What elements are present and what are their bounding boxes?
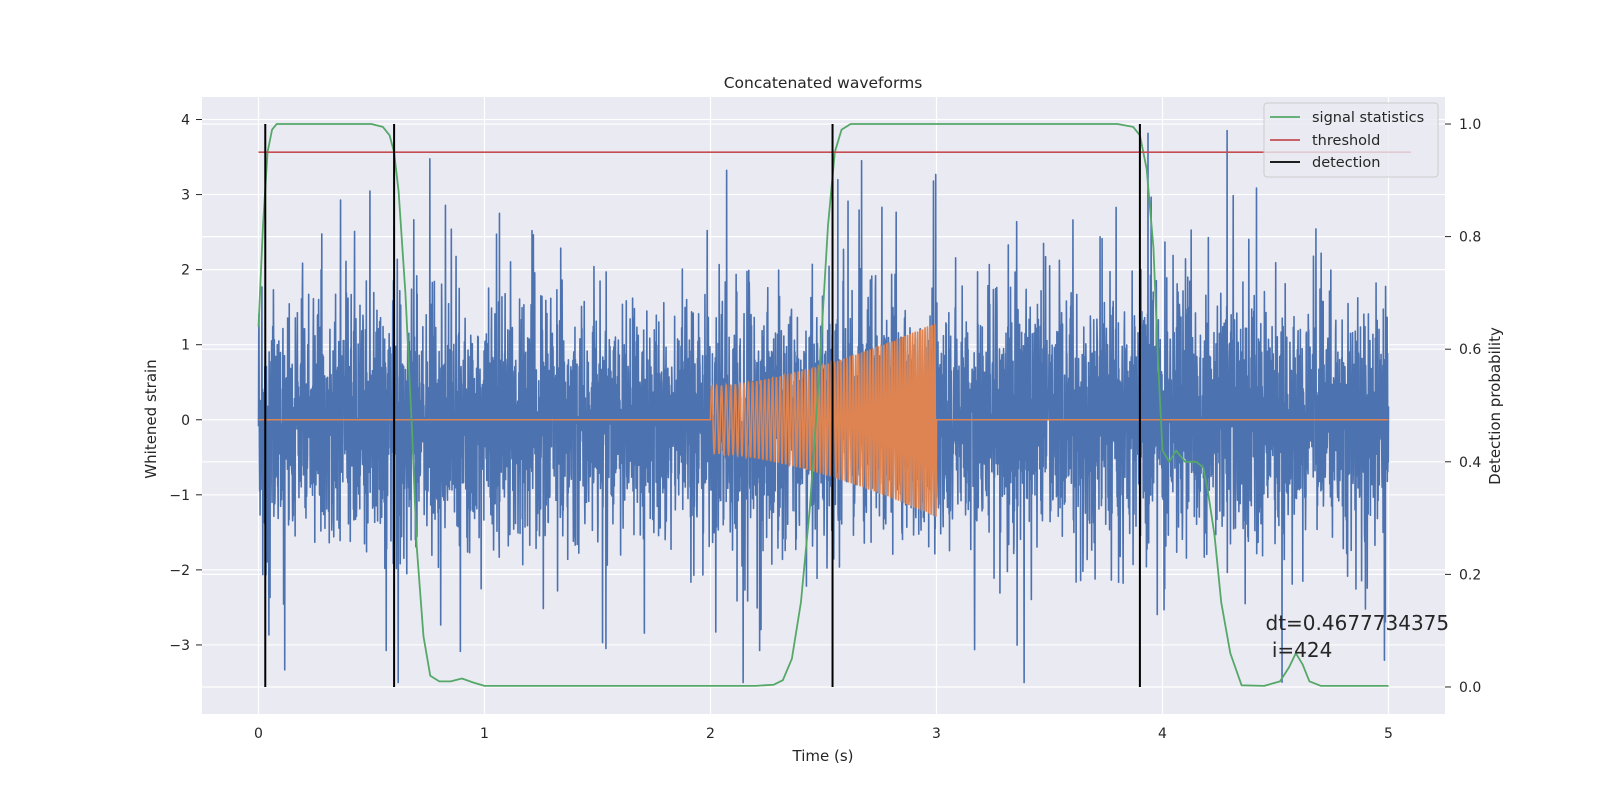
chart-title: Concatenated waveforms (724, 74, 923, 92)
legend-label-detection: detection (1312, 155, 1380, 171)
y-tick-label: 0 (181, 413, 190, 429)
plot-area (257, 123, 1412, 687)
y-tick-label: −1 (169, 488, 190, 504)
y2-tick-label: 0.6 (1459, 342, 1481, 358)
y-tick-label: 4 (181, 113, 190, 129)
chirp-line (258, 323, 1389, 517)
x-tick-label: 0 (254, 726, 263, 742)
legend-box (1263, 102, 1439, 178)
y-axis-label: Whitened strain (142, 359, 160, 478)
y-tick-label: −3 (169, 638, 190, 654)
y-tick-label: 1 (181, 338, 190, 354)
x-tick-label: 2 (706, 726, 715, 742)
y2-axis-label: Detection probability (1486, 327, 1504, 485)
x-tick-label: 4 (1158, 726, 1167, 742)
probability-series (257, 123, 1412, 687)
x-tick-label: 5 (1384, 726, 1393, 742)
y2-tick-label: 0.2 (1459, 567, 1481, 583)
signal-statistics-line (257, 123, 1389, 687)
annotation-line-1: dt=0.4677734375 (1266, 611, 1450, 635)
ticks: 0 1 2 3 4 5 −3 −2 −1 0 1 2 3 4 0.0 0.2 0.4 0.6 0.8 1.0 (169, 113, 1481, 742)
annotation-line-2: i=424 (1266, 638, 1333, 662)
y-tick-label: 2 (181, 263, 190, 279)
x-tick-label: 3 (932, 726, 941, 742)
y2-tick-label: 0.4 (1459, 455, 1481, 471)
legend: signal statistics threshold detection (1263, 102, 1439, 178)
y-tick-label: −2 (169, 563, 190, 579)
legend-label-threshold: threshold (1312, 133, 1380, 149)
x-tick-label: 1 (480, 726, 489, 742)
y-tick-label: 3 (181, 188, 190, 204)
legend-label-signal-statistics: signal statistics (1312, 110, 1424, 126)
chirp-series (258, 323, 1389, 517)
y2-tick-label: 1.0 (1459, 117, 1481, 133)
y2-tick-label: 0.8 (1459, 230, 1481, 246)
x-axis-label: Time (s) (792, 747, 854, 765)
y2-tick-label: 0.0 (1459, 680, 1481, 696)
